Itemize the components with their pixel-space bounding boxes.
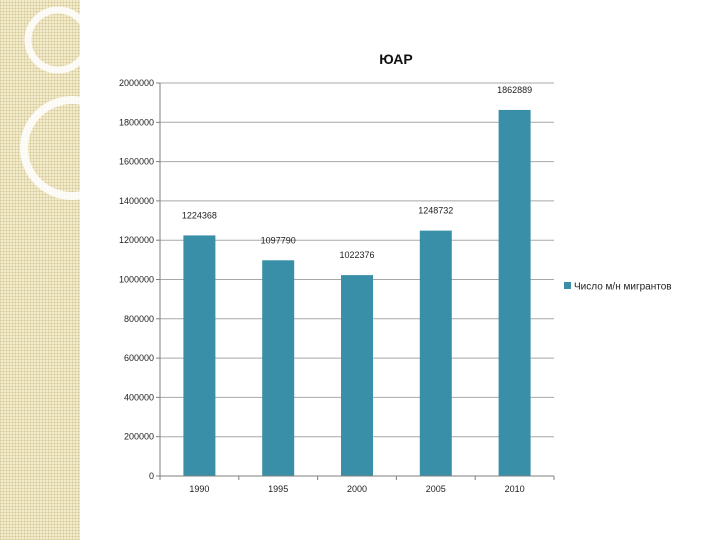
chart-container: ЮАР 1224368 1097790 1022376 1248732 1862889 … <box>80 0 720 540</box>
decorative-side-strip <box>0 0 80 540</box>
y-tick-label: 1000000 <box>119 275 154 285</box>
y-tick-label: 1200000 <box>119 235 154 245</box>
x-tick-label: 1995 <box>268 484 288 494</box>
y-tick-label: 1800000 <box>119 117 154 127</box>
y-tick-label: 0 <box>149 471 154 481</box>
axis-layer: 0 200000 400000 600000 800000 1000000 1200000 1… <box>119 78 555 494</box>
bar-chart: ЮАР 12243681097790102237612487321862889 … <box>119 51 672 494</box>
bar-layer <box>183 109 531 476</box>
decorative-circles-icon <box>20 6 80 200</box>
legend: Число м/н мигрантов <box>564 282 672 293</box>
y-tick-label: 400000 <box>124 392 154 402</box>
x-tick-label: 2005 <box>426 484 446 494</box>
legend-swatch <box>564 282 571 289</box>
bar <box>341 275 373 476</box>
x-tick-label: 2000 <box>347 484 367 494</box>
y-tick-label: 1600000 <box>119 157 154 167</box>
bar <box>183 235 216 476</box>
data-label: 1097790 <box>261 235 296 245</box>
x-tick-label: 2010 <box>505 484 525 494</box>
data-label: 1022376 <box>339 250 374 260</box>
y-tick-label: 800000 <box>124 314 154 324</box>
bar <box>498 109 531 476</box>
bar <box>262 260 295 476</box>
bar <box>419 230 452 476</box>
data-label: 1862889 <box>497 85 532 95</box>
y-tick-label: 1400000 <box>119 196 154 206</box>
legend-label: Число м/н мигрантов <box>574 282 672 293</box>
chart-title: ЮАР <box>379 51 413 67</box>
data-label: 1248732 <box>418 206 453 216</box>
data-label: 1224368 <box>182 210 217 220</box>
y-tick-label: 2000000 <box>119 78 154 88</box>
y-tick-label: 600000 <box>124 353 154 363</box>
data-label-layer: 1224368 1097790 1022376 1248732 1862889 <box>182 85 532 260</box>
y-tick-label: 200000 <box>124 432 154 442</box>
x-tick-label: 1990 <box>189 484 209 494</box>
